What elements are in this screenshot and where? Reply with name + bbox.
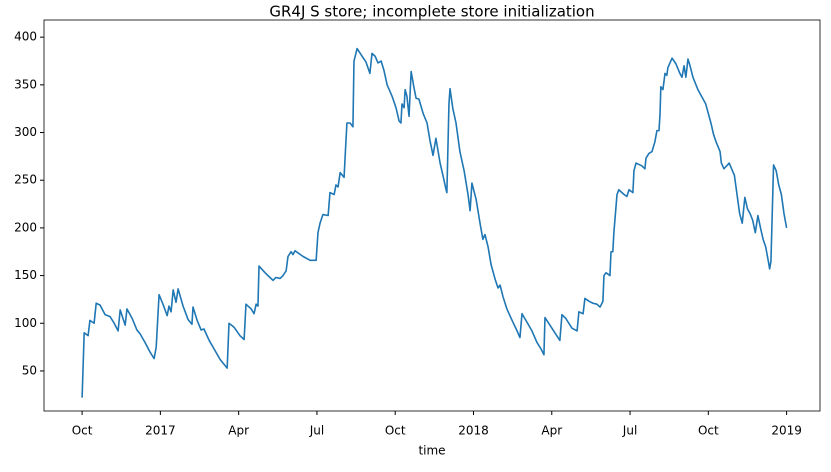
y-tick-label: 350	[14, 77, 37, 91]
x-axis-label: time	[418, 444, 445, 458]
y-tick-label: 400	[14, 30, 37, 44]
y-tick-label: 100	[14, 316, 37, 330]
y-tick-label: 300	[14, 125, 37, 139]
line-series	[81, 47, 788, 398]
x-tick-label: Oct	[698, 424, 719, 438]
chart-title: GR4J S store; incomplete store initializ…	[269, 3, 594, 21]
x-tick-label: Jul	[309, 424, 324, 438]
y-tick-label: 250	[14, 173, 37, 187]
x-tick-label: 2019	[771, 424, 802, 438]
y-tick-label: 150	[14, 268, 37, 282]
x-tick-label: Oct	[72, 424, 93, 438]
x-tick-label: 2018	[458, 424, 489, 438]
y-tick-label: 200	[14, 220, 37, 234]
x-tick-label: Apr	[228, 424, 249, 438]
x-tick-label: Apr	[541, 424, 562, 438]
x-tick-label: Jul	[622, 424, 637, 438]
x-tick-label: 2017	[145, 424, 176, 438]
plot-frame	[43, 19, 821, 412]
x-tick-label: Oct	[385, 424, 406, 438]
y-tick-label: 50	[22, 363, 37, 377]
